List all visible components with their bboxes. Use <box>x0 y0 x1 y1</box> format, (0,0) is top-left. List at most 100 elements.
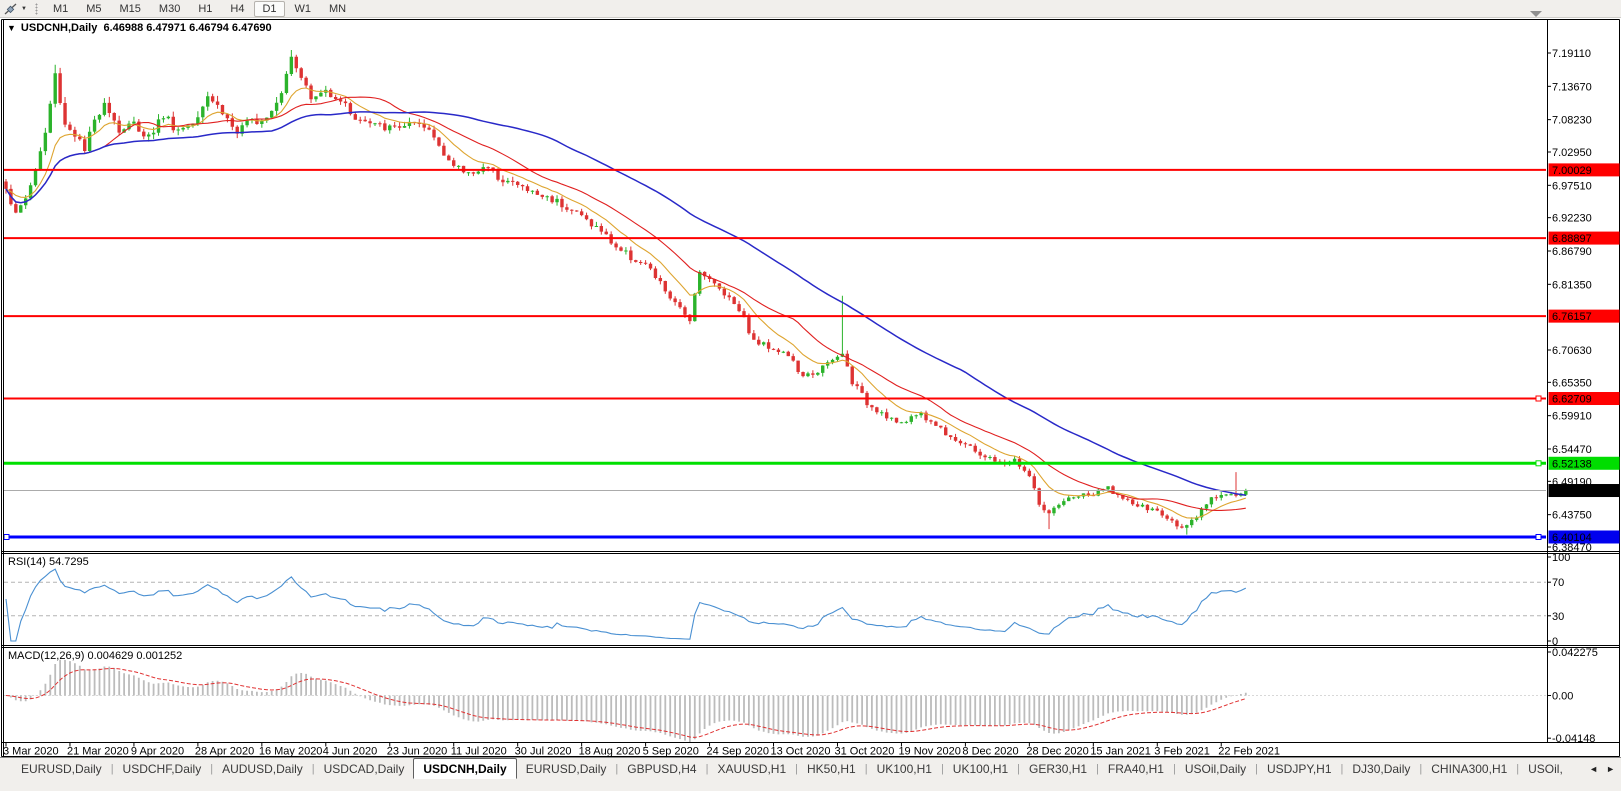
timeframe-button-m5[interactable]: M5 <box>86 2 102 15</box>
price-axis-tick-label: 7.02950 <box>1552 147 1592 159</box>
macd-axis-tick-label: -0.04148 <box>1552 733 1595 745</box>
price-axis-tick-label: 6.65350 <box>1552 377 1592 389</box>
line-handle-right[interactable] <box>1535 395 1542 402</box>
chart-tab-eurusd-daily[interactable]: EURUSD,Daily <box>21 761 102 776</box>
tab-separator: | <box>1516 762 1520 775</box>
tab-scroll-arrows: ◄ ► <box>1579 757 1621 779</box>
chart-tab-ger30-h1[interactable]: GER30,H1 <box>1029 761 1088 776</box>
chart-title: ▼ USDCNH,Daily 6.46988 6.47971 6.46794 6.… <box>7 22 272 34</box>
price-axis-tick-label: 6.70630 <box>1552 345 1592 357</box>
date-axis-label: 31 Oct 2020 <box>834 746 894 758</box>
tab-separator: | <box>864 762 868 775</box>
date-axis-label: 8 Dec 2020 <box>962 746 1018 758</box>
chart-tab-usoil-daily[interactable]: USOil,Daily <box>1184 761 1247 776</box>
price-tag-6.88897-text: 6.88897 <box>1552 233 1592 245</box>
price-axis-tick-label: 6.38470 <box>1552 542 1592 554</box>
date-axis-label: 3 Feb 2021 <box>1154 746 1210 758</box>
timeframe-button-h1[interactable]: H1 <box>198 2 213 15</box>
rsi-axis-tick-label: 100 <box>1552 552 1570 564</box>
chart-tab-usdjpy-h1[interactable]: USDJPY,H1 <box>1267 761 1332 776</box>
date-axis-label: 30 Jul 2020 <box>515 746 572 758</box>
line-handle-right[interactable] <box>1535 534 1542 540</box>
chart-shift-marker <box>1530 11 1542 17</box>
chart-tab-audusd-daily[interactable]: AUDUSD,Daily <box>222 761 303 776</box>
date-axis-label: 15 Jan 2021 <box>1090 746 1151 758</box>
chart-tab-usdcad-daily[interactable]: USDCAD,Daily <box>323 761 405 776</box>
price-tag-6.88897 <box>1548 231 1620 245</box>
timeframe-button-d1[interactable]: D1 <box>254 0 285 17</box>
tab-separator: | <box>940 762 944 775</box>
chart-tab-china300-h1[interactable]: CHINA300,H1 <box>1431 761 1508 776</box>
line-handle-left[interactable] <box>3 534 10 540</box>
date-axis-label: 5 Sep 2020 <box>643 746 699 758</box>
price-tag-6.40104 <box>1548 530 1620 544</box>
rsi-axis-tick-label: 30 <box>1552 611 1564 623</box>
chart-ohlc-values: 6.46988 6.47971 6.46794 6.47690 <box>103 22 272 34</box>
timeframe-button-group: M1 M5 M15 M30 H1 H4 D1 W1 MN <box>44 0 355 17</box>
tab-scroll-right-icon[interactable]: ► <box>1606 763 1615 774</box>
price-tag-6.76157 <box>1548 309 1620 323</box>
price-axis-tick-label: 7.19110 <box>1552 48 1591 60</box>
timeframe-button-m30[interactable]: M30 <box>158 2 181 15</box>
price-axis-tick-label: 6.86790 <box>1552 246 1592 258</box>
timeframe-button-m1[interactable]: M1 <box>52 2 69 15</box>
date-axis-label: 23 Jun 2020 <box>387 746 448 758</box>
chart-plot-background[interactable] <box>2 19 1619 757</box>
price-tag-7.00029-text: 7.00029 <box>1552 165 1592 177</box>
date-axis-label: 16 May 2020 <box>259 746 323 758</box>
price-tag-6.40104-text: 6.40104 <box>1552 532 1592 544</box>
current-price-tag-text: 6.47690 <box>1552 486 1592 498</box>
price-axis-tick-label: 6.97510 <box>1552 180 1592 192</box>
chart-tab-usoil-[interactable]: USOil, <box>1528 761 1563 776</box>
price-axis-tick-label: 7.13670 <box>1552 81 1592 93</box>
chart-tab-fra40-h1[interactable]: FRA40,H1 <box>1107 761 1164 776</box>
chart-tab-hk50-h1[interactable]: HK50,H1 <box>807 761 856 776</box>
chart-tab-xauusd-h1[interactable]: XAUUSD,H1 <box>717 761 787 776</box>
price-tag-6.76157-text: 6.76157 <box>1552 311 1592 323</box>
current-price-tag <box>1548 484 1620 498</box>
rsi-indicator-label: RSI(14) 54.7295 <box>8 556 89 568</box>
date-axis-label: 4 Jun 2020 <box>323 746 377 758</box>
line-tool-group[interactable]: ▼ <box>0 0 30 17</box>
macd-axis-tick-label: 0.042275 <box>1552 647 1598 659</box>
tab-separator: | <box>311 762 315 775</box>
macd-signal-line <box>5 667 1246 738</box>
tab-separator: | <box>1096 762 1099 775</box>
chart-canvas[interactable]: 7.19110 7.13670 7.08230 7.02950 6.97510 6.922… <box>0 18 1621 757</box>
line-handle-right[interactable] <box>1535 460 1542 467</box>
tab-separator: | <box>1172 762 1176 775</box>
toolbar-grip <box>34 2 39 15</box>
chart-symbol-label: USDCNH,Daily <box>20 22 98 34</box>
date-axis-label: 24 Sep 2020 <box>707 746 769 758</box>
timeframe-button-m15[interactable]: M15 <box>119 2 141 15</box>
chart-tab-uk100-h1[interactable]: UK100,H1 <box>952 761 1009 776</box>
timeframe-button-h4[interactable]: H4 <box>230 2 245 15</box>
price-axis-tick-label: 6.59910 <box>1552 411 1592 423</box>
chart-tab-gbpusd-h4[interactable]: GBPUSD,H4 <box>627 761 697 776</box>
tab-separator: | <box>615 762 619 775</box>
line-tool-caret-icon[interactable]: ▼ <box>21 5 27 12</box>
tab-separator: | <box>705 762 709 775</box>
price-axis-tick-label: 7.08230 <box>1552 115 1592 127</box>
rsi-axis-tick-label: 0 <box>1552 636 1558 648</box>
tab-separator: | <box>210 762 214 775</box>
rsi-axis-tick-label: 70 <box>1552 577 1564 589</box>
timeframe-button-mn[interactable]: MN <box>329 2 347 15</box>
date-axis-label: 3 Mar 2020 <box>3 746 59 758</box>
chart-title-caret-icon[interactable]: ▼ <box>7 23 16 33</box>
line-tool-icon <box>4 3 17 14</box>
chart-tab-dj30-daily[interactable]: DJ30,Daily <box>1352 761 1411 776</box>
chart-tab-eurusd-daily[interactable]: EURUSD,Daily <box>525 761 607 776</box>
price-tag-6.62709 <box>1548 392 1620 406</box>
price-axis-tick-label: 6.81350 <box>1552 279 1592 291</box>
tab-scroll-left-icon[interactable]: ◄ <box>1589 763 1599 774</box>
chart-tab-usdcnh-daily[interactable]: USDCNH,Daily <box>413 758 517 779</box>
chart-tab-uk100-h1[interactable]: UK100,H1 <box>876 761 932 776</box>
chart-tab-usdchf-daily[interactable]: USDCHF,Daily <box>122 761 202 776</box>
moving-average-line-21 <box>5 96 1246 511</box>
tab-separator: | <box>795 762 798 775</box>
timeframe-button-w1[interactable]: W1 <box>294 2 312 15</box>
tab-separator: | <box>1255 762 1259 775</box>
date-axis-label: 21 Mar 2020 <box>67 746 129 758</box>
macd-histogram <box>10 659 1247 742</box>
